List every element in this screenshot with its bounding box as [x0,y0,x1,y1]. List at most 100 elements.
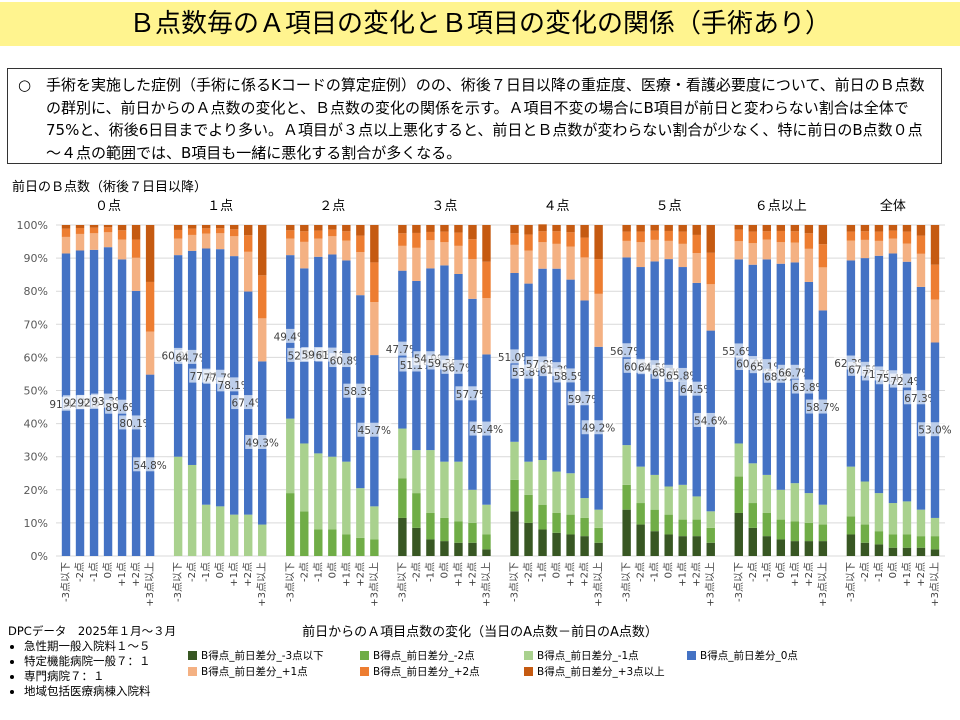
bar-segment [244,514,253,556]
bar-segment [244,225,253,236]
data-label: 67.4% [232,398,265,410]
bar-segment [748,463,757,504]
legend-label: B得点_前日差分_+3点以上 [537,666,665,678]
bar-segment [314,529,323,556]
bar-segment [173,229,183,239]
bar-segment [566,534,575,556]
data-source: DPCデータ 2025年１月～３月 急性期一般入院料１～５ 特定機能病院一般７：… [8,624,176,699]
x-tick-label: +1点 [228,562,240,587]
bar-segment [930,536,940,550]
source-item: 専門病院７：１ [24,669,176,684]
bar-segment [524,225,533,235]
bar-segment [888,534,898,548]
bar-segment [790,231,800,243]
bar-segment [804,522,814,542]
bar-segment [678,536,687,556]
legend-label: B得点_前日差分_-2点 [373,650,475,662]
bar-segment [650,230,659,240]
bar-segment [342,461,351,535]
x-tick-label: +1点 [901,562,913,587]
bar-segment [314,225,323,231]
bar-segment [244,235,253,252]
data-label-bg [777,364,812,379]
bar-segment [145,225,155,282]
bar-segment [328,529,337,556]
bar-segment [412,225,421,233]
bar-segment [370,506,379,540]
bar-segment [776,539,786,556]
x-tick-label: -1点 [537,562,549,582]
bar-segment [636,503,645,525]
data-label-bg [119,415,154,430]
bar-segment [454,225,463,233]
bar-segment [762,474,772,513]
x-tick-label: 0点 [551,562,563,578]
y-tick-label: 20% [24,484,48,497]
data-label-bg [441,359,476,374]
bar-segment [846,516,856,535]
bar-segment [314,230,323,239]
bar-segment [300,241,309,269]
data-label-bg [455,386,490,401]
bar-segment [874,240,884,256]
bar-segment [398,517,407,556]
bar-segment [412,232,421,248]
bar-segment [594,527,603,543]
bar-segment [173,225,183,230]
bar-segment [300,511,309,556]
legend-item: B得点_前日差分_+2点 [360,664,480,679]
bar-segment [636,466,645,504]
bar-segment [664,240,673,260]
bar-segment [131,239,141,258]
x-tick-label: 0点 [438,562,450,578]
data-label-bg [357,422,392,437]
data-label-bg [469,421,504,436]
x-tick-label: 0点 [887,562,899,578]
x-tick-label: +2点 [579,562,591,587]
bar-segment [117,225,127,231]
bar-segment [580,257,589,301]
bar-segment [482,261,491,299]
bar-segment [706,511,715,528]
bar-segment [510,479,519,512]
bar-segment [328,236,337,255]
data-label: 49.4% [274,331,307,343]
bar-segment [846,225,856,232]
bar-segment [75,227,85,234]
bar-segment [145,331,155,375]
legend-swatch [360,667,369,676]
data-label-bg [231,395,266,410]
data-label-bg [581,420,616,435]
bar-segment [412,527,421,556]
x-tick-label: -1点 [200,562,212,582]
bar-segment [594,259,603,294]
bar-segment [762,231,772,240]
bar-segment [510,511,519,556]
bar-segment [650,225,659,231]
x-tick-label: +1点 [789,562,801,587]
bar-segment [748,225,757,232]
y-tick-label: 50% [24,385,48,398]
bar-segment [566,225,575,233]
bar-segment [215,228,225,234]
bar-segment [874,231,884,241]
group-label: ５点 [656,199,682,214]
bar-segment [902,501,912,535]
x-tick-label: -3点以下 [60,562,72,602]
bar-segment [342,225,351,232]
legend-label: B得点_前日差分_+2点 [373,666,480,678]
bar-segment [454,542,463,556]
bar-segment [902,243,912,262]
bar-segment [790,242,800,263]
bar-segment [846,240,856,261]
bar-segment [510,225,519,234]
description-text: 手術を実施した症例（手術に係るKコードの算定症例）のの、術後７日目以降の重症度、… [46,76,925,162]
bar-segment [103,232,113,248]
bar-segment [902,231,912,244]
data-label-bg [497,349,532,364]
bar-segment [706,527,715,543]
bar-segment [510,244,519,273]
data-label-bg [105,399,140,414]
data-label-bg [805,399,840,414]
bar-segment [468,225,477,240]
